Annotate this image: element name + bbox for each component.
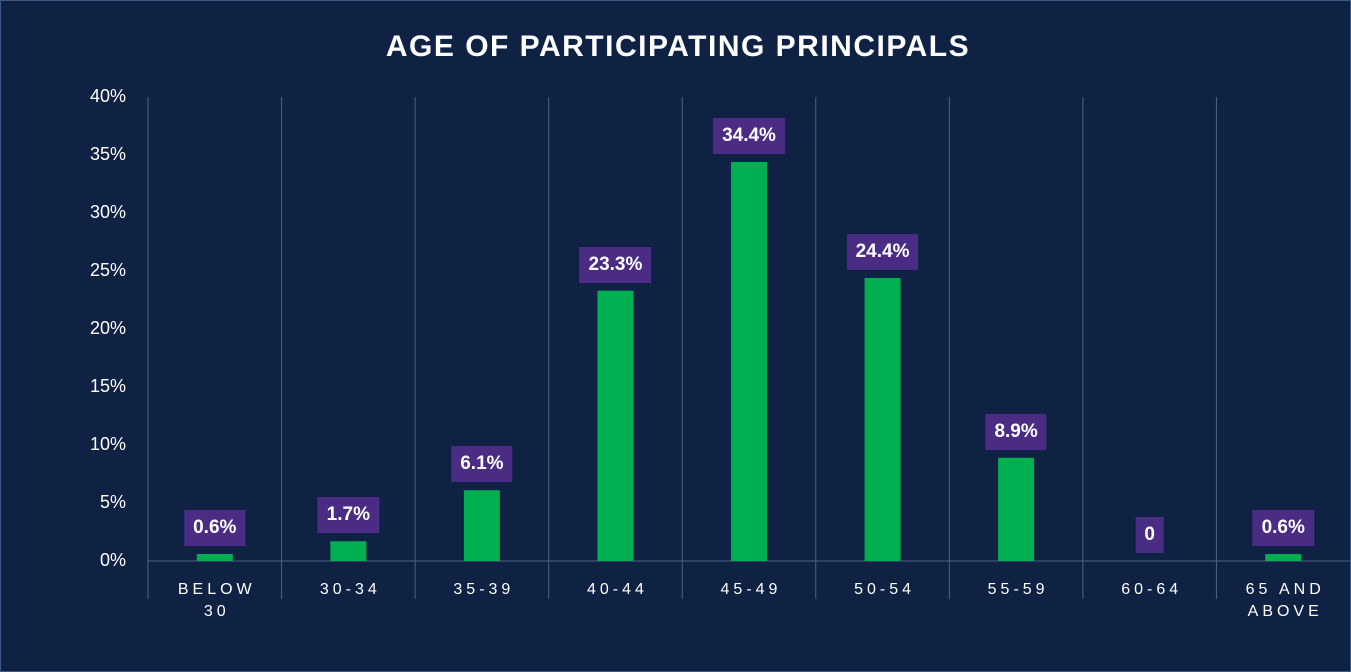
x-tick-label: 50-54 [854, 581, 915, 598]
x-tick-label: BELOW 30 [177, 581, 256, 620]
x-tick-label: 45-49 [720, 581, 782, 598]
bar [196, 554, 233, 561]
value-label: 0.6% [1252, 510, 1314, 547]
bar [1265, 554, 1302, 561]
y-tick-label: 0% [100, 550, 126, 570]
y-tick-label: 35% [90, 144, 126, 164]
y-tick-label: 40% [90, 86, 126, 106]
value-label: 0.6% [184, 510, 246, 547]
value-label: 6.1% [451, 446, 513, 483]
value-label: 34.4% [713, 117, 785, 154]
x-tick-label: 65 AND ABOVE [1245, 581, 1325, 620]
bar [864, 277, 901, 561]
y-tick-label: 20% [90, 318, 126, 338]
y-tick-label: 15% [90, 376, 126, 396]
chart-title: AGE OF PARTICIPATING PRINCIPALS [386, 30, 970, 63]
bar [330, 541, 367, 561]
y-tick-label: 5% [100, 492, 126, 512]
y-tick-label: 25% [90, 260, 126, 280]
x-tick-label: 55-59 [987, 581, 1049, 598]
value-label: 1.7% [317, 497, 379, 534]
x-tick-label: 35-39 [453, 581, 515, 598]
x-tick-label: 40-44 [586, 581, 648, 598]
value-label: 8.9% [985, 413, 1047, 450]
x-tick-label: 30-34 [319, 581, 381, 598]
bar [463, 490, 500, 561]
x-tick-label: 60-64 [1121, 581, 1183, 598]
y-tick-label: 10% [90, 434, 126, 454]
value-label: 24.4% [846, 233, 919, 270]
bar [597, 290, 634, 561]
y-tick-label: 30% [90, 202, 126, 222]
bar [998, 457, 1035, 561]
value-label: 23.3% [579, 246, 652, 283]
bar [731, 161, 767, 561]
value-label: 0 [1135, 517, 1164, 553]
